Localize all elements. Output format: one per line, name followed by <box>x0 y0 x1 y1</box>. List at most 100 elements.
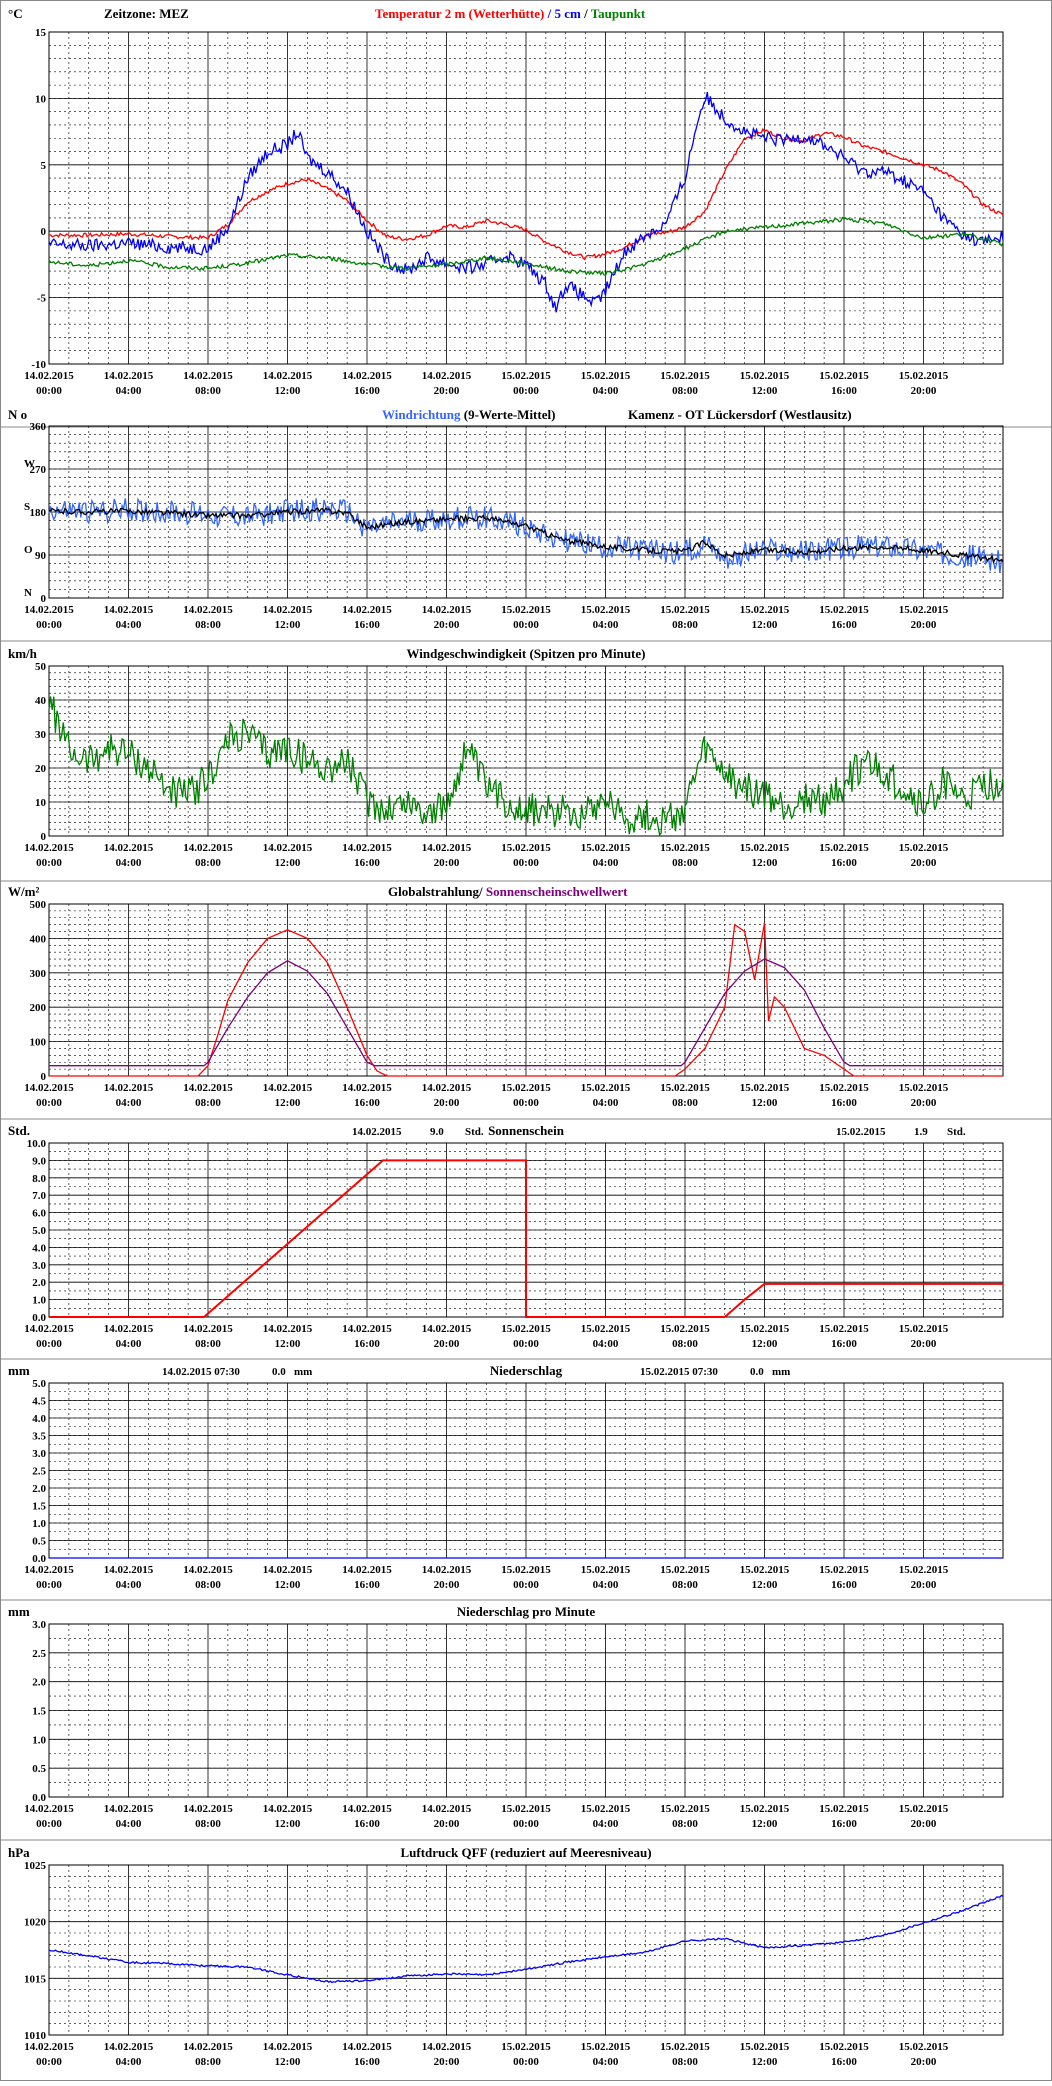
x-tick-time: 08:00 <box>195 1338 221 1350</box>
series-line-0 <box>48 696 1004 837</box>
x-tick-time: 04:00 <box>116 857 142 869</box>
x-tick-time: 08:00 <box>672 1579 698 1591</box>
x-tick-date: 14.02.2015 <box>104 1082 154 1094</box>
x-tick-time: 00:00 <box>36 857 62 869</box>
chart-title-part: Taupunkt <box>591 6 646 21</box>
x-tick-date: 14.02.2015 <box>422 2041 472 2053</box>
x-tick-time: 00:00 <box>36 1097 62 1109</box>
x-tick-time: 20:00 <box>911 857 937 869</box>
x-tick-time: 12:00 <box>752 1338 778 1350</box>
y-tick-label: 8.0 <box>32 1173 46 1185</box>
x-tick-time: 20:00 <box>911 2056 937 2068</box>
x-tick-time: 04:00 <box>593 1818 619 1830</box>
x-tick-time: 20:00 <box>911 1579 937 1591</box>
x-tick-date: 14.02.2015 <box>263 842 313 854</box>
x-tick-time: 04:00 <box>116 1097 142 1109</box>
summary-date: 14.02.2015 <box>352 1126 402 1138</box>
chart-title-part: 5 cm <box>554 6 581 21</box>
series-line-0 <box>48 1894 1004 1984</box>
x-tick-time: 04:00 <box>593 1338 619 1350</box>
chart-title: Niederschlag <box>490 1363 563 1378</box>
x-tick-date: 14.02.2015 <box>104 842 154 854</box>
x-tick-date: 15.02.2015 <box>819 604 869 616</box>
x-tick-time: 04:00 <box>593 2056 619 2068</box>
x-tick-time: 00:00 <box>36 1338 62 1350</box>
chart-title-part: Globalstrahlung/ <box>388 884 486 899</box>
x-tick-time: 16:00 <box>354 1579 380 1591</box>
x-tick-time: 04:00 <box>116 1818 142 1830</box>
y-tick-label: 15 <box>35 27 47 39</box>
x-tick-date: 15.02.2015 <box>660 1082 710 1094</box>
x-tick-date: 15.02.2015 <box>819 1323 869 1335</box>
x-tick-date: 15.02.2015 <box>899 842 949 854</box>
x-tick-date: 14.02.2015 <box>263 1803 313 1815</box>
x-tick-time: 00:00 <box>513 1338 539 1350</box>
x-tick-date: 14.02.2015 <box>342 1082 392 1094</box>
y-tick-label: 7.0 <box>32 1190 46 1202</box>
y-tick-label: 180 <box>30 507 47 519</box>
x-tick-time: 16:00 <box>354 1818 380 1830</box>
x-tick-time: 00:00 <box>36 1579 62 1591</box>
x-tick-time: 16:00 <box>831 857 857 869</box>
chart-title: Temperatur 2 m (Wetterhütte) / 5 cm / Ta… <box>375 6 646 21</box>
x-tick-time: 04:00 <box>116 2056 142 2068</box>
y-tick-label: 0 <box>41 226 47 238</box>
x-tick-time: 12:00 <box>275 1097 301 1109</box>
x-tick-date: 14.02.2015 <box>104 1564 154 1576</box>
x-tick-time: 20:00 <box>434 1818 460 1830</box>
x-tick-date: 14.02.2015 <box>24 1323 74 1335</box>
x-tick-time: 20:00 <box>434 1338 460 1350</box>
x-tick-time: 16:00 <box>831 385 857 397</box>
x-tick-date: 15.02.2015 <box>899 1323 949 1335</box>
x-tick-date: 14.02.2015 <box>183 1082 233 1094</box>
x-tick-date: 14.02.2015 <box>342 370 392 382</box>
chart-panel-5: 0.0 0.5 1.0 1.5 2.0 2.5 3.0 3.5 4.0 4.5 5.0 14.02.2… <box>0 1358 1052 1591</box>
y-tick-label: 9.0 <box>32 1155 46 1167</box>
x-tick-date: 15.02.2015 <box>660 370 710 382</box>
x-tick-date: 14.02.2015 <box>263 370 313 382</box>
x-tick-date: 15.02.2015 <box>819 1082 869 1094</box>
x-tick-time: 00:00 <box>513 1579 539 1591</box>
x-tick-time: 16:00 <box>831 619 857 631</box>
chart-panel-3: 0 100 200 300 400 500 14.02.2015 00:00 14.02.201… <box>0 880 1052 1109</box>
x-tick-time: 04:00 <box>116 619 142 631</box>
chart-title-part: Windrichtung <box>382 407 461 422</box>
x-tick-time: 20:00 <box>434 1579 460 1591</box>
y-tick-label: 2.5 <box>32 1648 46 1660</box>
x-tick-date: 14.02.2015 <box>342 1564 392 1576</box>
x-tick-date: 15.02.2015 <box>740 2041 790 2053</box>
unit-label: mm <box>8 1604 30 1619</box>
y-tick-label: 4.5 <box>32 1396 46 1408</box>
x-tick-time: 20:00 <box>434 385 460 397</box>
x-tick-time: 00:00 <box>513 2056 539 2068</box>
unit-label: km/h <box>8 646 38 661</box>
x-tick-date: 14.02.2015 <box>24 2041 74 2053</box>
y-tick-label: 3.0 <box>32 1448 46 1460</box>
x-tick-date: 15.02.2015 <box>501 1564 551 1576</box>
x-tick-time: 20:00 <box>911 1818 937 1830</box>
y-tick-label: 90 <box>35 550 47 562</box>
x-tick-time: 12:00 <box>752 857 778 869</box>
unit-label: °C <box>8 6 23 21</box>
plot-border <box>48 665 1004 837</box>
x-tick-time: 16:00 <box>354 619 380 631</box>
x-tick-date: 14.02.2015 <box>183 1803 233 1815</box>
summary-value: 0.0 <box>272 1366 286 1378</box>
x-tick-date: 15.02.2015 <box>660 1564 710 1576</box>
y-tick-label: 500 <box>30 899 47 911</box>
y-tick-label: 2.5 <box>32 1466 46 1478</box>
x-tick-time: 16:00 <box>354 857 380 869</box>
x-tick-date: 15.02.2015 <box>740 604 790 616</box>
x-tick-date: 14.02.2015 <box>342 1803 392 1815</box>
y-tick-label: 3.5 <box>32 1431 46 1443</box>
x-tick-date: 15.02.2015 <box>660 604 710 616</box>
x-tick-time: 00:00 <box>36 619 62 631</box>
summary-date: 14.02.2015 07:30 <box>162 1366 240 1378</box>
chart-title: Sonnenschein <box>488 1123 565 1138</box>
compass-label: W <box>24 458 35 470</box>
x-tick-time: 12:00 <box>275 1818 301 1830</box>
summary-unit: Std. <box>465 1126 484 1138</box>
x-tick-date: 15.02.2015 <box>581 370 631 382</box>
summary-value: 9.0 <box>430 1126 444 1138</box>
x-tick-date: 14.02.2015 <box>104 1323 154 1335</box>
